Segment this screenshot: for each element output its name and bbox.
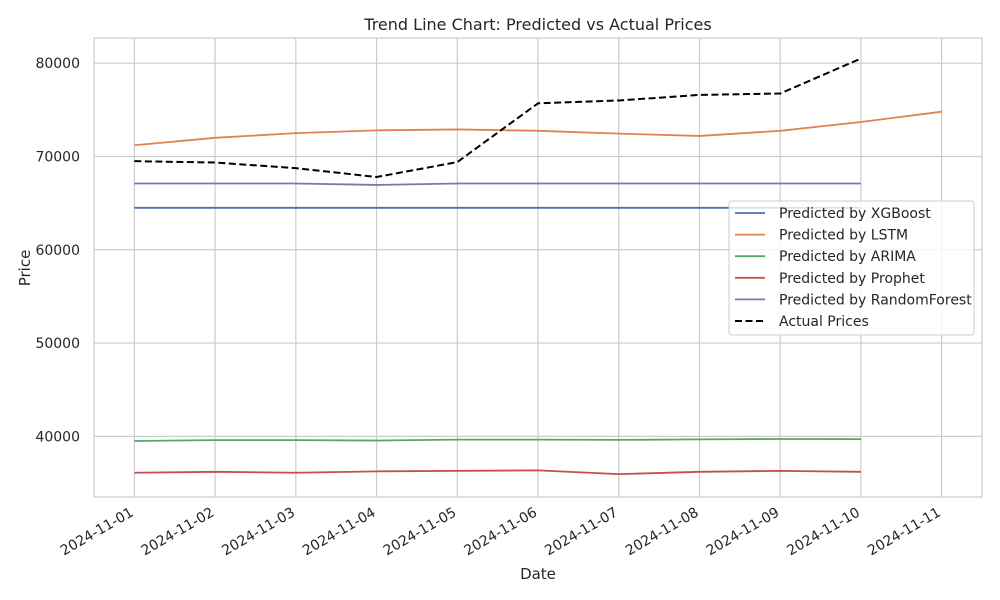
y-axis-label: Price (16, 250, 34, 287)
legend-box (728, 200, 975, 336)
x-tick-label: 2024-11-11 (865, 505, 943, 560)
x-tick-label: 2024-11-01 (58, 505, 136, 560)
x-tick-label: 2024-11-03 (219, 505, 297, 560)
legend-label: Predicted by ARIMA (779, 249, 916, 265)
series-line-predicted-by-prophet (134, 469, 861, 476)
x-axis-label: Date (520, 565, 556, 583)
y-tick-label: 60000 (35, 243, 80, 259)
x-tick-label: 2024-11-07 (542, 505, 620, 560)
legend-label: Predicted by LSTM (779, 228, 908, 244)
y-tick-label: 50000 (35, 336, 80, 352)
x-tick-label: 2024-11-02 (139, 505, 217, 560)
x-tick-label: 2024-11-04 (300, 505, 379, 560)
y-tick-label: 70000 (35, 149, 80, 165)
legend: Predicted by XGBoost Predicted by LSTM Pre… (728, 200, 975, 336)
plot-area-border (93, 37, 983, 498)
chart-title: Trend Line Chart: Predicted vs Actual Pr… (363, 15, 711, 34)
series-line-predicted-by-lstm (134, 110, 942, 147)
x-tick-label: 2024-11-08 (623, 505, 701, 560)
x-tick-label: 2024-11-09 (704, 505, 782, 560)
legend-label: Actual Prices (779, 314, 869, 330)
x-tick-label: 2024-11-05 (381, 505, 459, 560)
legend-label: Predicted by RandomForest (779, 292, 972, 308)
series-line-actual-prices (134, 57, 862, 179)
y-tick-label: 80000 (35, 56, 80, 72)
x-tick-label: 2024-11-06 (462, 505, 541, 560)
legend-label: Predicted by XGBoost (779, 206, 931, 222)
legend-label: Predicted by Prophet (779, 271, 925, 287)
series-line-predicted-by-arima (134, 438, 861, 442)
x-tick-label: 2024-11-10 (784, 505, 862, 560)
y-tick-label: 40000 (35, 429, 80, 445)
series-line-predicted-by-randomforest (134, 182, 861, 186)
